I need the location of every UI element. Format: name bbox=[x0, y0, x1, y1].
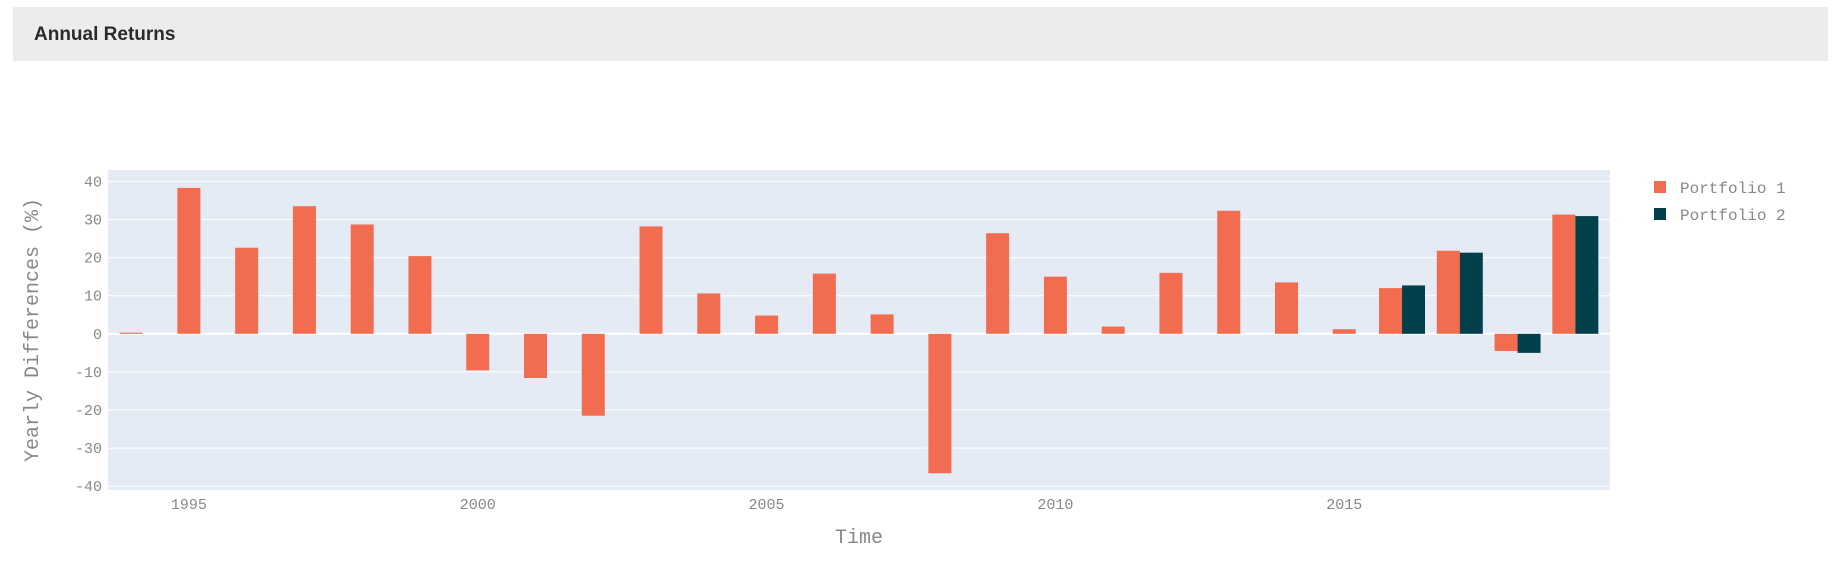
y-tick-label: -20 bbox=[75, 403, 102, 420]
bar-portfolio-1-2017[interactable] bbox=[1436, 250, 1460, 334]
legend-swatch-2[interactable] bbox=[1654, 208, 1666, 220]
y-tick-label: 0 bbox=[93, 327, 102, 344]
bar-portfolio-1-1999[interactable] bbox=[408, 256, 432, 334]
y-tick-label: 10 bbox=[84, 289, 102, 306]
legend-swatch-1[interactable] bbox=[1654, 181, 1666, 193]
x-axis-title: Time bbox=[835, 527, 883, 550]
y-tick-label: -10 bbox=[75, 365, 102, 382]
bar-portfolio-2-2018[interactable] bbox=[1517, 333, 1541, 353]
bar-portfolio-1-2007[interactable] bbox=[870, 314, 894, 334]
bar-portfolio-1-2015[interactable] bbox=[1332, 329, 1356, 334]
bar-portfolio-1-2008[interactable] bbox=[928, 333, 952, 474]
x-tick-label: 2005 bbox=[749, 497, 785, 514]
legend-label-2[interactable]: Portfolio 2 bbox=[1680, 207, 1786, 225]
bar-portfolio-1-2009[interactable] bbox=[986, 233, 1010, 334]
bar-portfolio-1-2012[interactable] bbox=[1159, 272, 1183, 334]
bar-portfolio-1-2016[interactable] bbox=[1379, 288, 1403, 334]
y-tick-label: 20 bbox=[84, 251, 102, 268]
bar-portfolio-2-2017[interactable] bbox=[1459, 252, 1483, 334]
y-tick-label: 30 bbox=[84, 213, 102, 230]
x-tick-label: 2015 bbox=[1326, 497, 1362, 514]
y-tick-label: -40 bbox=[75, 479, 102, 496]
bar-portfolio-1-1995[interactable] bbox=[177, 187, 201, 334]
bar-portfolio-1-2004[interactable] bbox=[697, 293, 721, 334]
bar-portfolio-1-2013[interactable] bbox=[1217, 210, 1241, 334]
bar-portfolio-1-2011[interactable] bbox=[1101, 326, 1125, 334]
y-tick-label: -30 bbox=[75, 441, 102, 458]
bar-portfolio-1-1994[interactable] bbox=[119, 332, 143, 334]
bar-portfolio-1-2006[interactable] bbox=[812, 273, 836, 334]
bar-portfolio-2-2016[interactable] bbox=[1402, 285, 1426, 334]
y-tick-label: 40 bbox=[84, 174, 102, 191]
x-tick-label: 1995 bbox=[171, 497, 207, 514]
bar-portfolio-1-2002[interactable] bbox=[581, 333, 605, 416]
panel-header: Annual Returns bbox=[13, 7, 1828, 61]
bar-portfolio-1-2000[interactable] bbox=[466, 333, 490, 371]
bar-portfolio-1-2019[interactable] bbox=[1552, 214, 1576, 334]
y-axis-title: Yearly Differences (%) bbox=[22, 198, 45, 462]
bar-portfolio-1-1997[interactable] bbox=[292, 206, 316, 334]
bar-portfolio-1-2018[interactable] bbox=[1494, 333, 1518, 351]
bar-portfolio-1-2003[interactable] bbox=[639, 226, 663, 334]
bar-portfolio-1-2005[interactable] bbox=[755, 315, 779, 334]
x-tick-label: 2000 bbox=[460, 497, 496, 514]
legend-label-1[interactable]: Portfolio 1 bbox=[1680, 180, 1786, 198]
bar-portfolio-1-1998[interactable] bbox=[350, 224, 374, 334]
bar-portfolio-1-2010[interactable] bbox=[1043, 276, 1067, 334]
bar-portfolio-2-2019[interactable] bbox=[1575, 216, 1599, 334]
bar-portfolio-1-1996[interactable] bbox=[235, 247, 259, 334]
x-tick-label: 2010 bbox=[1037, 497, 1073, 514]
panel-title: Annual Returns bbox=[34, 24, 176, 45]
bar-portfolio-1-2001[interactable] bbox=[523, 333, 547, 378]
bar-portfolio-1-2014[interactable] bbox=[1274, 282, 1298, 334]
